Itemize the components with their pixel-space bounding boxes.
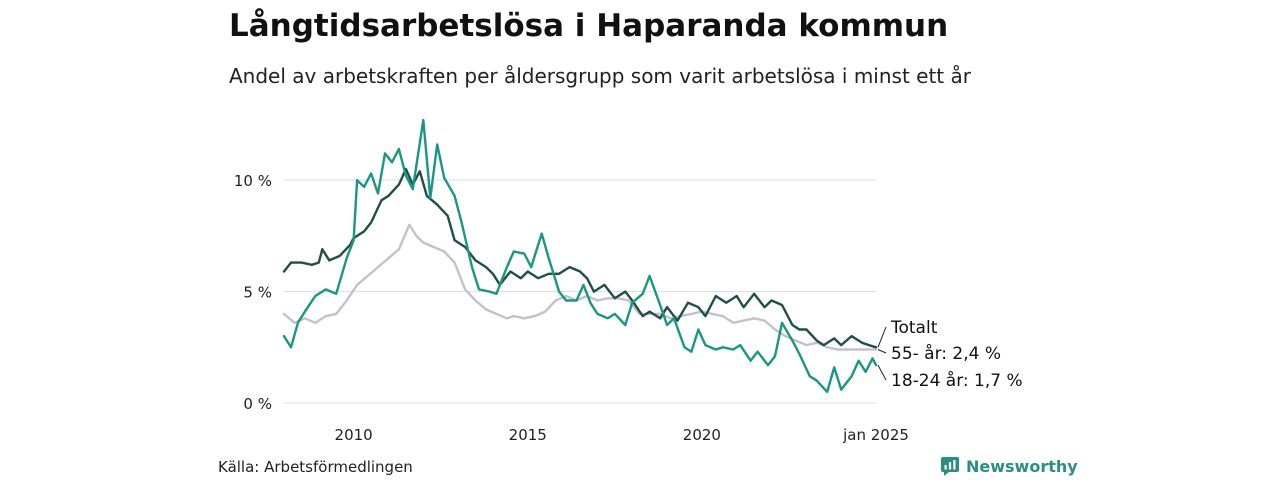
end-label: 55- år: 2,4 % xyxy=(891,343,1001,364)
end-label-leader xyxy=(877,349,887,354)
end-label: 18-24 år: 1,7 % xyxy=(891,370,1023,391)
end-labels: Totalt 55- år: 2,4 % 18-24 år: 1,7 % xyxy=(877,318,1023,391)
series-layer xyxy=(282,118,878,394)
series-line-totalt xyxy=(282,167,878,349)
end-label-leader xyxy=(877,326,887,348)
source-note: Källa: Arbetsförmedlingen xyxy=(218,458,413,476)
y-tick-label: 0 % xyxy=(243,395,272,413)
end-label-leader xyxy=(877,364,887,381)
series-line-18-24-r xyxy=(282,118,878,394)
brand-logo[interactable]: Newsworthy xyxy=(940,455,1078,477)
y-tick-label: 10 % xyxy=(234,172,272,190)
brand-name: Newsworthy xyxy=(966,456,1078,476)
chart-title: Långtidsarbetslösa i Haparanda kommun xyxy=(229,8,949,44)
x-axis-ticks: 2010 2015 2020 jan 2025 xyxy=(335,426,909,444)
chart-subtitle: Andel av arbetskraften per åldersgrupp s… xyxy=(229,64,971,88)
x-tick-label: 2020 xyxy=(683,426,721,444)
x-tick-label: 2015 xyxy=(509,426,547,444)
y-tick-label: 5 % xyxy=(243,284,272,302)
x-tick-label: jan 2025 xyxy=(842,426,909,444)
x-tick-label: 2010 xyxy=(335,426,373,444)
end-label: Totalt xyxy=(890,318,938,338)
y-axis-ticks: 0 % 5 % 10 % xyxy=(234,172,272,413)
newsworthy-icon xyxy=(941,457,959,476)
